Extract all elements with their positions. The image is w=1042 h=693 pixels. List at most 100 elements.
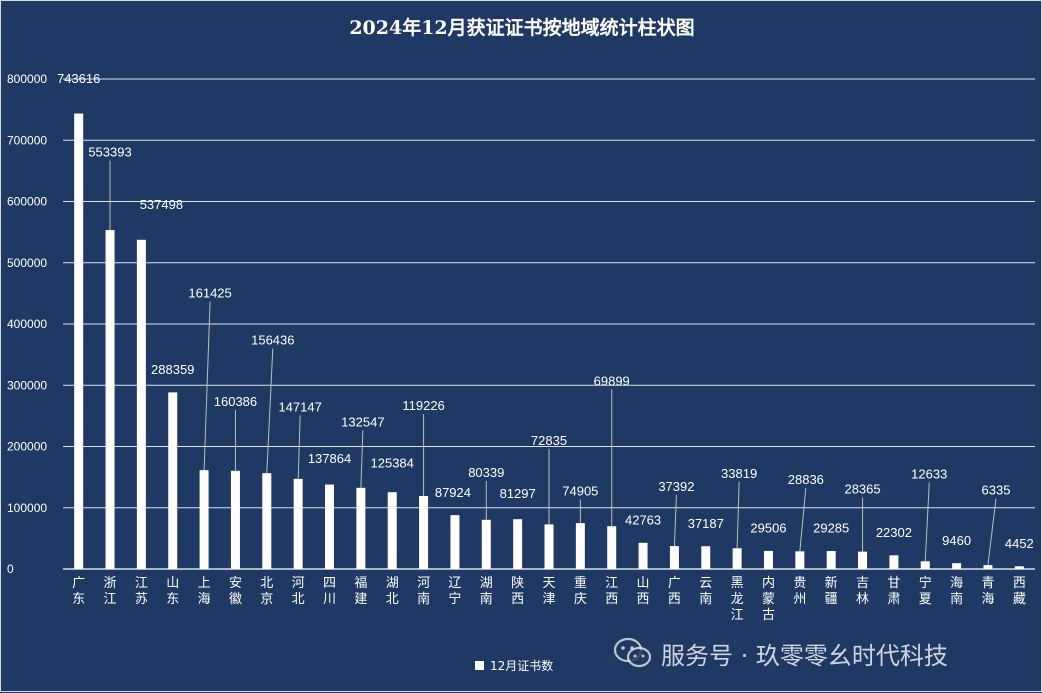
- data-label: 743616: [57, 71, 100, 86]
- x-tick-label: 重庆: [574, 575, 587, 607]
- bar: [262, 473, 272, 569]
- bar: [293, 478, 303, 569]
- legend-swatch: [475, 661, 484, 670]
- bar: [607, 526, 617, 569]
- x-tick-label: 广东: [72, 576, 85, 607]
- watermark: 服务号 · 玖零零幺时代科技: [613, 633, 948, 673]
- bar: [983, 565, 993, 569]
- x-tick-label: 浙江: [104, 576, 117, 607]
- watermark-text: 服务号 · 玖零零幺时代科技: [661, 641, 948, 670]
- bar: [575, 523, 585, 569]
- y-tick-label: 0: [7, 562, 14, 576]
- bar: [732, 548, 742, 569]
- bar: [136, 239, 146, 569]
- x-tick-label: 海南: [950, 576, 963, 607]
- x-tick-label: 四川: [323, 576, 336, 607]
- x-tick-label: 陕西: [511, 576, 524, 607]
- x-tick-label: 西藏: [1013, 576, 1026, 607]
- x-tick-label: 湖南: [480, 576, 493, 607]
- leader-line: [360, 430, 364, 488]
- data-label: 119226: [402, 398, 444, 413]
- data-label: 553393: [88, 145, 131, 160]
- legend-label: 12月证书数: [490, 658, 553, 673]
- bar: [450, 515, 460, 569]
- bar: [230, 470, 240, 569]
- bar: [858, 551, 868, 569]
- leader-line: [297, 415, 301, 479]
- x-tick-label: 贵州: [793, 576, 806, 607]
- data-label: 28836: [788, 472, 824, 487]
- data-label: 69899: [594, 373, 630, 388]
- wechat-icon: [613, 637, 652, 668]
- data-label: 537498: [140, 197, 183, 212]
- y-tick-label: 300000: [7, 378, 47, 392]
- data-label: 74905: [562, 484, 598, 499]
- data-label: 72835: [531, 433, 567, 448]
- data-label: 28365: [844, 481, 880, 496]
- bar: [513, 519, 523, 569]
- bar: [481, 519, 491, 569]
- bar: [701, 546, 711, 569]
- data-label: 87924: [435, 485, 471, 500]
- bar: [763, 550, 773, 569]
- data-label: 4452: [1005, 536, 1034, 551]
- leader-line: [924, 482, 930, 562]
- data-label: 6335: [982, 483, 1011, 498]
- x-tick-label: 福建: [354, 576, 367, 607]
- bar: [826, 551, 836, 569]
- data-label: 33819: [721, 466, 757, 481]
- data-label: 125384: [371, 456, 414, 471]
- bar: [544, 524, 554, 569]
- x-tick-label: 山东: [166, 576, 179, 607]
- data-label: 156436: [251, 333, 294, 348]
- x-tick-label: 上海: [198, 576, 211, 607]
- data-label: 29506: [750, 521, 786, 536]
- data-label: 37187: [688, 516, 724, 531]
- bar: [795, 551, 805, 569]
- data-label: 12633: [911, 467, 947, 482]
- bar: [199, 470, 209, 569]
- data-label: 81297: [500, 486, 536, 501]
- x-tick-label: 江苏: [135, 576, 148, 607]
- data-label: 137864: [308, 451, 351, 466]
- x-tick-label: 河北: [292, 576, 305, 607]
- bar: [920, 561, 930, 569]
- x-tick-label: 吉林: [856, 576, 869, 607]
- leader-line: [987, 498, 997, 566]
- data-label: 161425: [188, 285, 231, 300]
- bar: [669, 546, 679, 569]
- data-label: 29285: [813, 521, 849, 536]
- bar: [638, 542, 648, 569]
- x-tick-label: 江西: [605, 576, 618, 607]
- y-tick-label: 800000: [7, 72, 47, 86]
- data-label: 37392: [658, 479, 694, 494]
- x-tick-label: 安徽: [229, 576, 242, 607]
- x-tick-label: 湖北: [386, 576, 399, 607]
- data-label: 147147: [278, 399, 321, 414]
- data-label: 9460: [942, 533, 971, 548]
- bar: [1014, 566, 1024, 569]
- data-label: 80339: [468, 465, 504, 480]
- x-tick-label: 黑龙江: [731, 576, 744, 623]
- x-tick-label: 青海: [981, 576, 994, 607]
- x-tick-label: 广西: [668, 576, 681, 607]
- x-tick-label: 甘肃: [887, 576, 900, 607]
- data-label: 160386: [214, 394, 257, 409]
- bar: [889, 555, 899, 569]
- x-tick-label: 山西: [637, 576, 650, 607]
- data-label: 42763: [625, 512, 661, 527]
- bar: [168, 392, 178, 569]
- x-tick-label: 云南: [699, 576, 712, 607]
- y-tick-label: 700000: [7, 133, 47, 147]
- y-tick-label: 600000: [7, 195, 47, 209]
- leader-line: [266, 348, 274, 474]
- y-tick-label: 500000: [7, 256, 47, 270]
- leader-line: [203, 301, 211, 471]
- x-tick-label: 天津: [542, 576, 555, 607]
- x-tick-label: 河南: [417, 576, 430, 607]
- bar: [952, 563, 962, 569]
- x-tick-label: 辽宁: [448, 576, 461, 607]
- data-label: 22302: [876, 525, 912, 540]
